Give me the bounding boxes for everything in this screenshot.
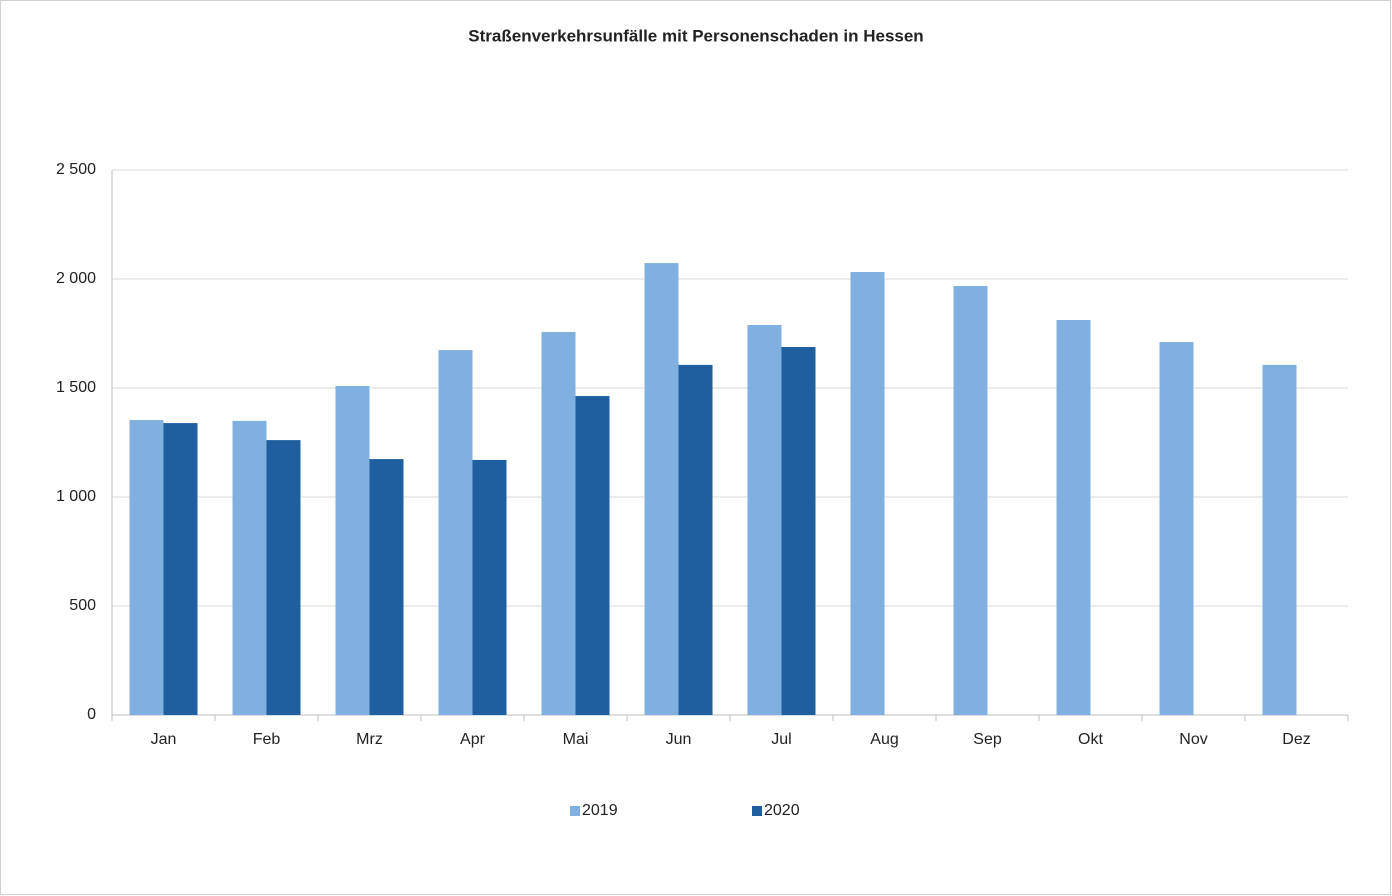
bar [541,331,576,715]
x-tick-label: Aug [870,731,898,748]
y-tick-label: 0 [87,706,96,723]
bar [438,350,473,715]
bar [850,272,885,715]
bar [781,347,816,715]
bar [472,459,507,715]
x-tick-label: Jul [771,731,791,748]
bar [1262,364,1297,715]
bar [1159,342,1194,715]
chart-title: Straßenverkehrsunfälle mit Personenschad… [468,26,923,45]
bar [575,396,610,715]
x-tick-label: Mai [563,731,589,748]
y-tick-label: 500 [69,597,96,614]
bar [644,263,679,715]
y-tick-label: 2 500 [56,161,96,178]
x-tick-label: Apr [460,731,486,748]
y-tick-label: 1 500 [56,379,96,396]
x-tick-label: Feb [253,731,281,748]
bar [129,420,164,715]
bar [953,285,988,715]
legend-swatch [570,806,580,816]
bar [335,386,370,715]
bar [747,324,782,715]
x-tick-label: Jan [151,731,177,748]
legend-label: 2020 [764,802,800,819]
bar [163,423,198,715]
y-tick-label: 1 000 [56,488,96,505]
bar [369,459,404,715]
legend-label: 2019 [582,802,618,819]
x-tick-label: Nov [1179,731,1207,748]
x-tick-label: Jun [666,731,692,748]
x-tick-label: Mrz [356,731,383,748]
x-tick-label: Dez [1282,731,1310,748]
x-tick-label: Okt [1078,731,1103,748]
bar [232,420,267,715]
x-tick-label: Sep [973,731,1002,748]
legend-swatch [752,806,762,816]
bar [678,364,713,715]
bar [1056,319,1091,715]
bar [266,440,301,715]
y-tick-label: 2 000 [56,270,96,287]
